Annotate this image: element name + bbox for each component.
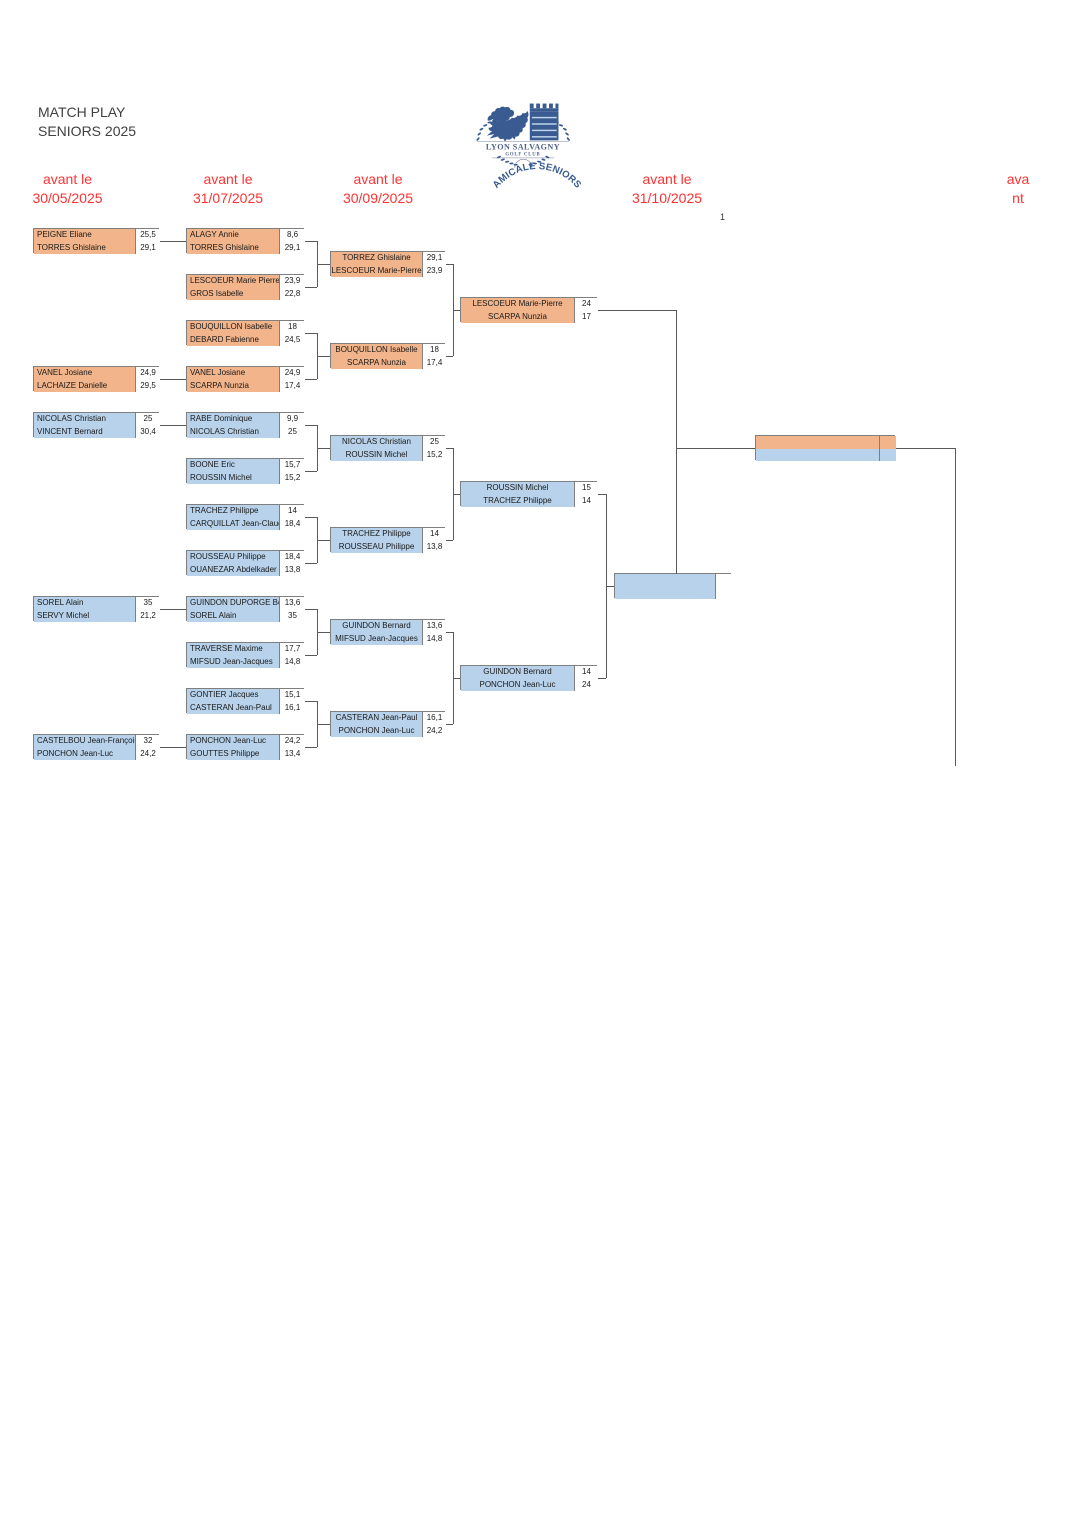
svg-text:GOLF CLUB: GOLF CLUB xyxy=(505,152,540,157)
svg-text:AMICALE SENIORS: AMICALE SENIORS xyxy=(491,161,582,190)
svg-text:LYON SALVAGNY: LYON SALVAGNY xyxy=(486,142,560,151)
